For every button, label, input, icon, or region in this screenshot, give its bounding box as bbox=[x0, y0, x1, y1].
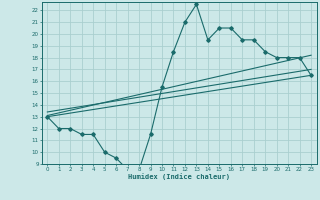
X-axis label: Humidex (Indice chaleur): Humidex (Indice chaleur) bbox=[128, 173, 230, 180]
